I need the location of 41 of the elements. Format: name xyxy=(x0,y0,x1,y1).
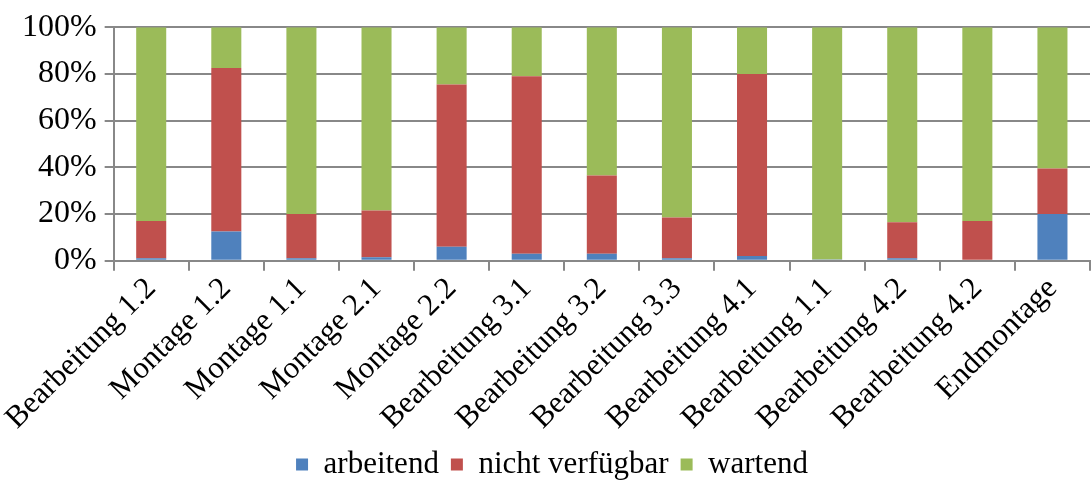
bar xyxy=(661,217,692,259)
y-tick-label: 80% xyxy=(38,53,97,90)
bar xyxy=(361,210,392,258)
bar xyxy=(511,253,542,260)
bar xyxy=(737,27,768,74)
y-tick-label: 20% xyxy=(38,193,97,230)
bar xyxy=(211,231,242,260)
bar xyxy=(887,222,918,259)
bar xyxy=(1037,213,1068,260)
bar xyxy=(361,27,392,211)
bar xyxy=(887,27,918,223)
bar xyxy=(737,73,768,257)
bar xyxy=(511,27,542,77)
bar xyxy=(1037,27,1068,169)
legend-label: arbeitend xyxy=(323,444,440,480)
bar xyxy=(436,27,467,85)
bar xyxy=(812,27,843,260)
y-tick-label: 40% xyxy=(38,146,97,183)
bar xyxy=(661,27,692,218)
bar xyxy=(511,76,542,254)
bar xyxy=(211,68,242,232)
bar xyxy=(136,220,167,259)
bar xyxy=(211,27,242,69)
bar xyxy=(361,257,392,260)
y-tick-label: 100% xyxy=(22,6,97,43)
bar xyxy=(586,175,617,254)
y-tick-label: 0% xyxy=(54,240,97,277)
bar xyxy=(586,27,617,176)
bar xyxy=(962,220,993,260)
bar xyxy=(136,27,167,221)
bar xyxy=(962,27,993,221)
legend-label: nicht verfügbar xyxy=(478,444,670,480)
bar xyxy=(586,253,617,260)
bar xyxy=(436,246,467,260)
bar xyxy=(286,213,317,259)
legend-label: wartend xyxy=(708,444,809,480)
bar xyxy=(1037,168,1068,214)
bar xyxy=(737,256,768,260)
bar xyxy=(436,84,467,247)
y-tick-label: 60% xyxy=(38,100,97,136)
bar xyxy=(286,27,317,214)
